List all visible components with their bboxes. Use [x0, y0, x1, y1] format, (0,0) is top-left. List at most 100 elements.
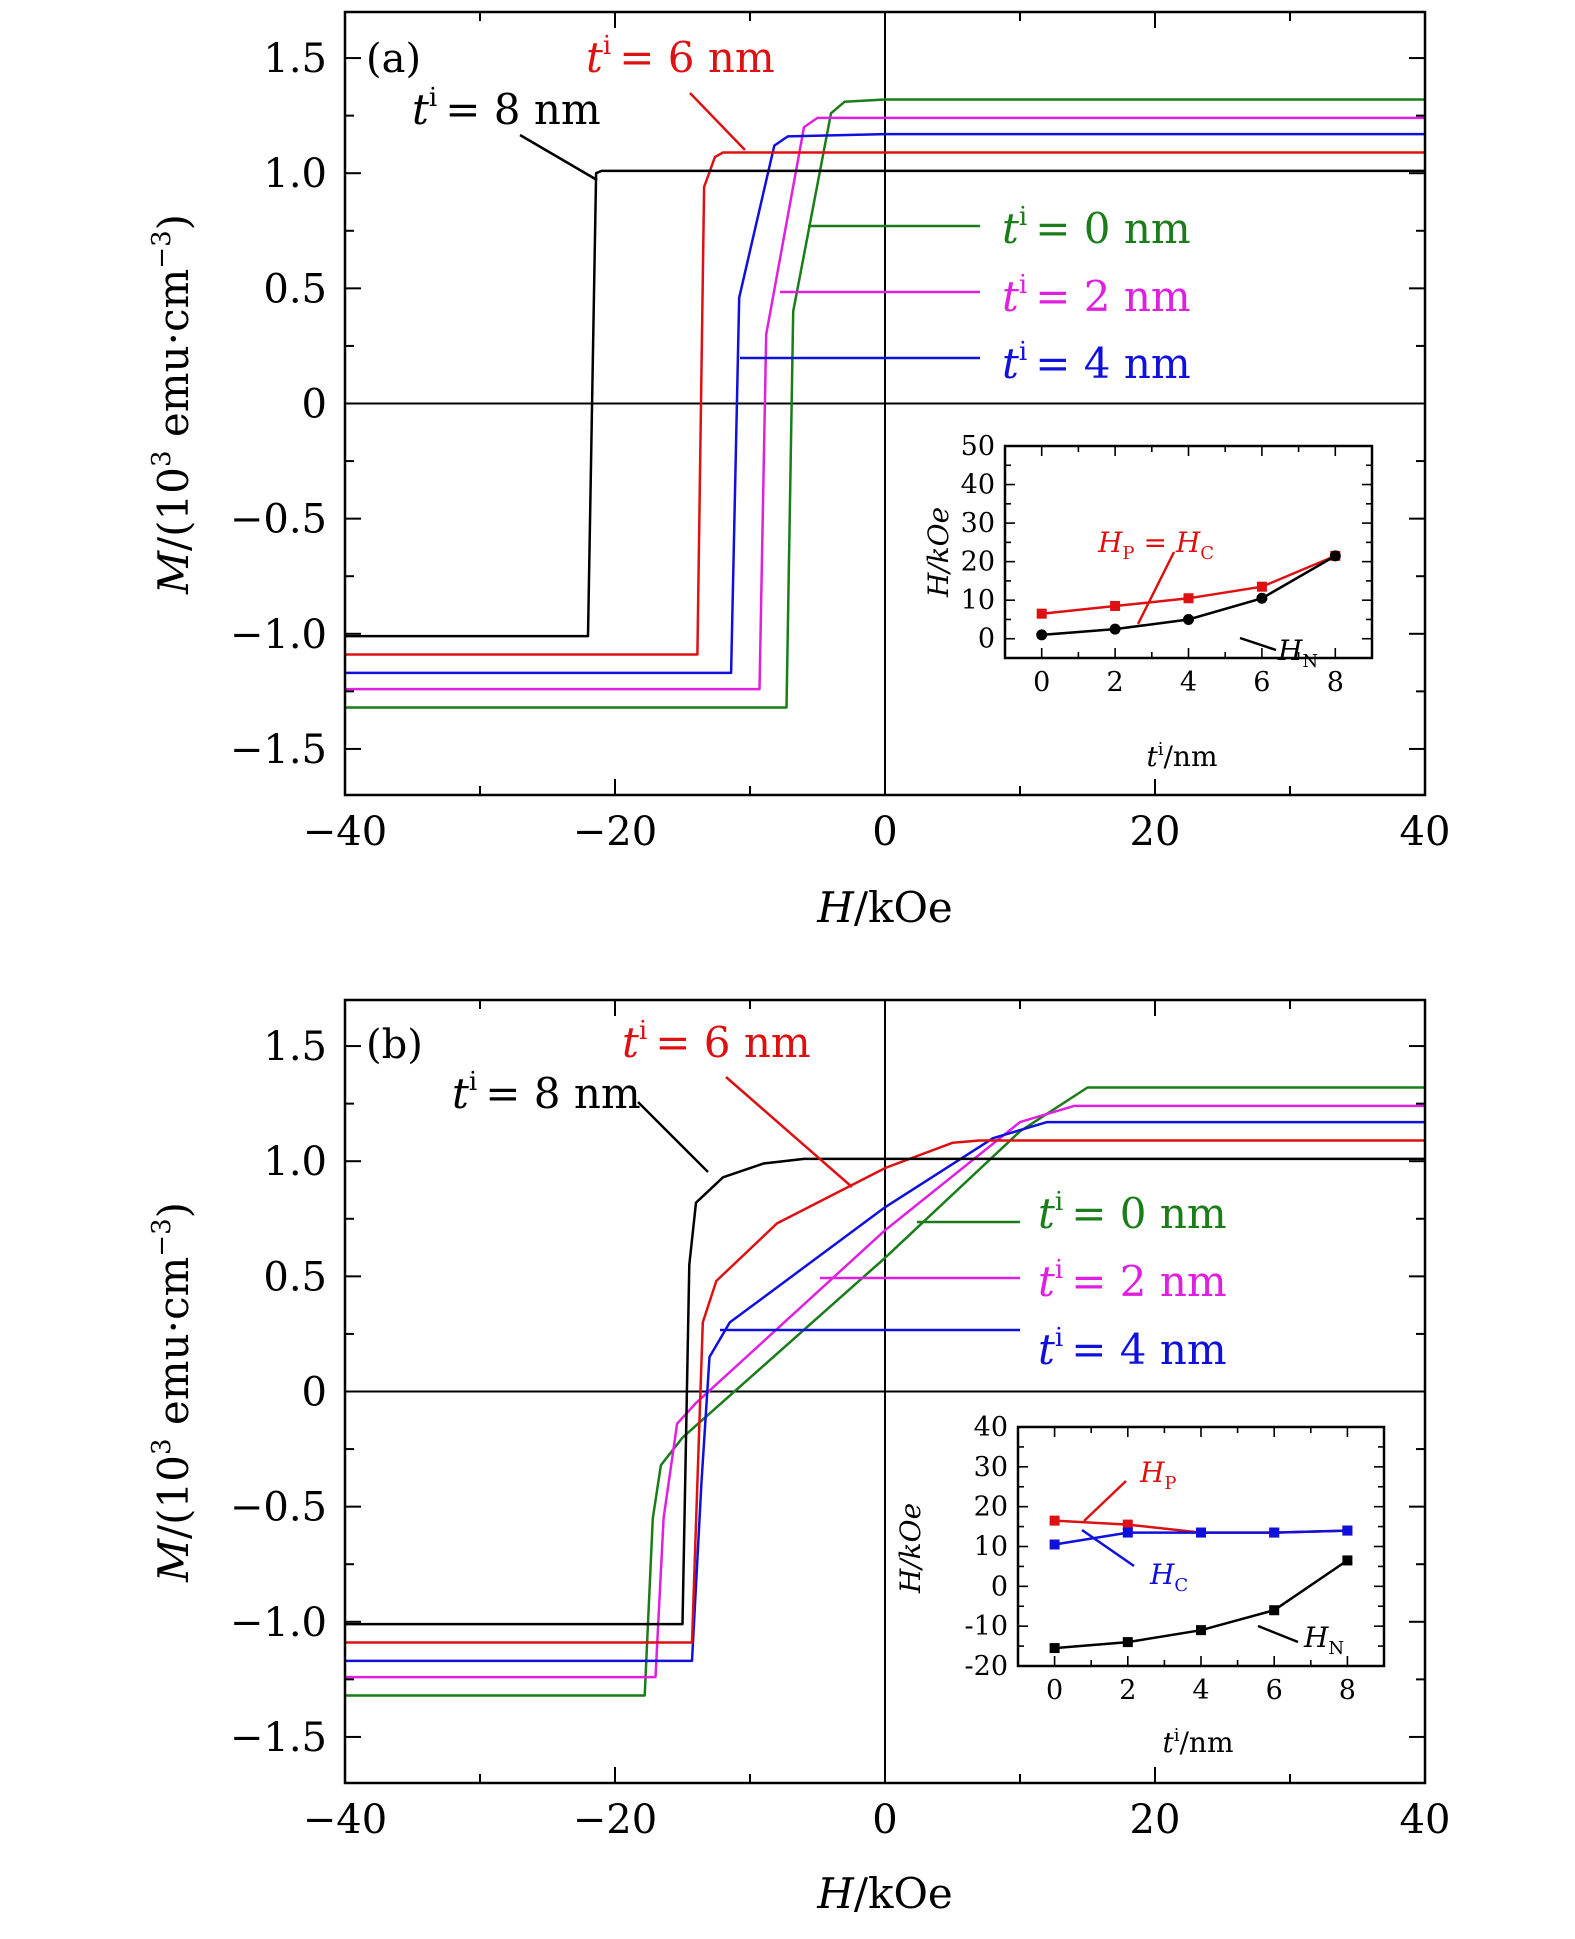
series-line-a-4 [345, 169, 1425, 638]
series-line-a-0 [345, 98, 1425, 709]
x-axis-label-b: H/kOe [816, 1869, 953, 1918]
y-tick-label-a: 0 [302, 382, 327, 428]
y-axis-label-a: M/(103 emu·cm−3) [147, 214, 198, 595]
inset-a-label-hp-hc: HP = HC [1097, 526, 1214, 625]
x-tick-label-a: −20 [573, 809, 657, 855]
svg-text:ti= 2 nm: ti = 2 nm [1002, 270, 1191, 321]
series-label-b-6nm: ti = 6 nm [622, 1016, 853, 1188]
series-line-b-4 [345, 1157, 1425, 1626]
inset-y-tick-label-b: -20 [965, 1651, 1008, 1682]
panel-b-frame [343, 998, 1427, 1785]
series-line-a-2 [345, 132, 1425, 675]
inset-b: 0 2 4 6 8 -20 -10 0 10 20 30 40 H/kOe ti/nm HP HC H… [894, 1412, 1386, 1759]
inset-x-tick-label-b: 4 [1192, 1675, 1209, 1706]
svg-text:ti= 2 nm: ti = 2 nm [1038, 1255, 1227, 1306]
inset-b-ylabel: H/kOe [894, 1503, 927, 1594]
svg-text:ti= 4 nm: ti = 4 nm [1038, 1323, 1227, 1374]
inset-point-b-1 [1122, 1527, 1133, 1538]
x-tick-label-b: 20 [1130, 1797, 1181, 1843]
inset-b-xlabel: ti/nm [1162, 1725, 1233, 1759]
inset-x-tick-label-a: 8 [1327, 667, 1344, 698]
series-line-a-1 [345, 116, 1425, 691]
x-tick-label-a: −40 [303, 809, 387, 855]
inset-y-tick-label-b: 10 [974, 1532, 1008, 1563]
x-tick-label-b: −20 [573, 1797, 657, 1843]
inset-point-a-0 [1110, 600, 1121, 611]
inset-x-tick-label-a: 6 [1253, 667, 1270, 698]
inset-y-tick-label-a: 50 [961, 431, 995, 462]
inset-b-label-hp: HP [1083, 1456, 1177, 1522]
y-tick-label-a: 0.5 [263, 266, 327, 312]
panel-b: −40 −20 0 20 40−1.5−1.0−0.500.51.01.5 (b) ti… [147, 998, 1451, 1918]
inset-a-frame [1003, 444, 1374, 660]
series-line-b-2 [345, 1120, 1425, 1663]
y-tick-label-a: 1.5 [263, 36, 327, 82]
y-tick-label-b: −1.0 [230, 1600, 327, 1646]
inset-b-leader-hc [1081, 1528, 1135, 1568]
svg-text:ti= 0 nm: ti = 0 nm [1038, 1187, 1227, 1238]
y-tick-label-a: 1.0 [263, 151, 327, 197]
inset-point-b-2 [1122, 1637, 1133, 1648]
y-tick-label-b: 0 [302, 1370, 327, 1416]
y-tick-label-b: 1.0 [263, 1139, 327, 1185]
y-tick-label-b: −1.5 [230, 1715, 327, 1761]
inset-y-tick-label-a: 10 [961, 585, 995, 616]
inset-point-b-1 [1049, 1539, 1060, 1550]
inset-y-tick-label-a: 40 [961, 470, 995, 501]
y-tick-label-a: −1.5 [230, 727, 327, 773]
inset-point-a-0 [1036, 608, 1047, 619]
series-label-b-8nm: ti = 8 nm [452, 1067, 709, 1173]
series-label-a-0nm: ti = 0 nm [808, 202, 1191, 253]
series-label-a-2nm: ti = 2 nm [780, 270, 1191, 321]
x-axis-label-a: H/kOe [816, 883, 953, 932]
inset-point-a-1 [1256, 592, 1268, 604]
inset-y-tick-label-a: 20 [961, 547, 995, 578]
x-tick-label-b: 40 [1400, 1797, 1451, 1843]
inset-point-b-1 [1342, 1525, 1353, 1536]
inset-point-a-0 [1183, 593, 1194, 604]
y-tick-label-b: 1.5 [263, 1024, 327, 1070]
leader-a-6nm [689, 92, 746, 151]
inset-a: 0 2 4 6 8 0 10 20 30 40 50 H/kOe ti/nm HP = HC HN [922, 431, 1374, 773]
inset-point-b-2 [1269, 1605, 1280, 1616]
inset-a-xlabel: ti/nm [1146, 739, 1217, 773]
inset-point-a-0 [1256, 581, 1267, 592]
series-label-a-6nm: ti = 6 nm [586, 31, 775, 151]
svg-text:ti= 6 nm: ti = 6 nm [622, 1016, 811, 1067]
svg-text:HN: HN [1277, 634, 1318, 672]
inset-a-label-hn: HN [1239, 634, 1318, 672]
x-tick-label-b: −40 [303, 1797, 387, 1843]
series-line-a-3 [345, 151, 1425, 656]
leader-b-8nm [637, 1101, 709, 1173]
inset-x-tick-label-b: 0 [1046, 1675, 1063, 1706]
inset-y-tick-label-b: 0 [991, 1571, 1008, 1602]
panel-b-label: (b) [366, 1022, 423, 1068]
inset-point-a-1 [1036, 629, 1048, 641]
inset-b-leader-hn [1257, 1624, 1299, 1644]
inset-y-tick-label-a: 30 [961, 508, 995, 539]
series-label-a-8nm: ti = 8 nm [412, 83, 601, 182]
leader-b-6nm [725, 1076, 853, 1188]
svg-text:HP: HP [1139, 1456, 1177, 1494]
panel-a-frame [343, 10, 1427, 797]
inset-a-leader-hp-hc [1136, 551, 1176, 625]
svg-text:ti= 8 nm: ti = 8 nm [452, 1067, 641, 1118]
inset-x-tick-label-b: 8 [1339, 1675, 1356, 1706]
inset-a-leader-hn [1239, 636, 1277, 652]
inset-x-tick-label-a: 0 [1033, 667, 1050, 698]
leader-a-8nm [519, 133, 598, 182]
inset-y-tick-label-a: 0 [978, 624, 995, 655]
inset-b-label-hn: HN [1257, 1621, 1344, 1659]
inset-point-a-1 [1329, 550, 1341, 562]
series-line-b-0 [345, 1086, 1425, 1697]
series-label-b-2nm: ti = 2 nm [820, 1255, 1227, 1306]
inset-y-tick-label-b: -10 [965, 1611, 1008, 1642]
svg-text:HP = HC: HP = HC [1097, 526, 1214, 564]
panel-a: −40 −20 0 20 40−1.5−1.0−0.500.51.01.5 (a) ti… [147, 10, 1450, 932]
inset-y-tick-label-b: 40 [974, 1412, 1008, 1443]
y-tick-label-a: −0.5 [230, 497, 327, 543]
inset-x-tick-label-a: 2 [1107, 667, 1124, 698]
x-tick-label-a: 20 [1130, 809, 1181, 855]
x-tick-label-b: 0 [872, 1797, 897, 1843]
series-label-a-4nm: ti = 4 nm [740, 337, 1191, 388]
